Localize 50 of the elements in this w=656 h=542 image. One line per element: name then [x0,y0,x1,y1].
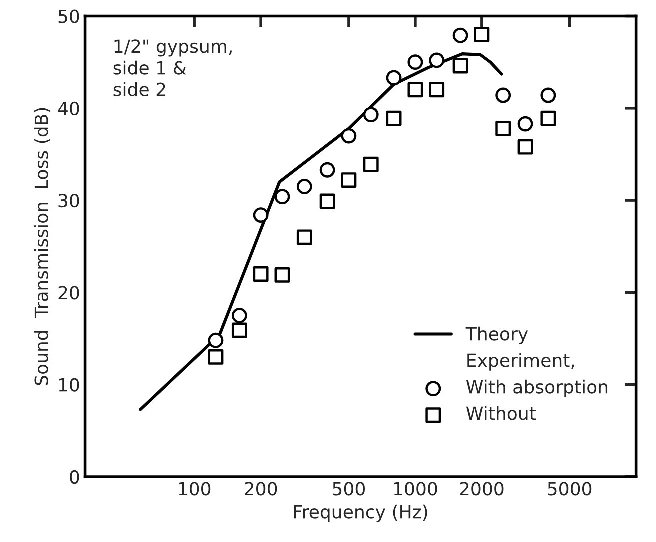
point [429,52,445,68]
point [518,139,534,155]
point [320,194,336,210]
x-tick-label: 100 [179,482,211,496]
y-tick-label: 10 [59,378,80,392]
point [253,266,269,282]
point [386,70,402,86]
point [341,128,357,144]
y-tick-label: 0 [70,470,80,484]
point [208,332,224,348]
legend-label: Theory [466,326,528,344]
y-axis-title: Sound Transmission Loss (dB) [34,108,51,386]
point [253,208,269,223]
x-tick-label: 500 [333,482,365,496]
point [320,162,336,178]
point [296,179,312,194]
legend-label: With absorption [466,380,608,398]
point [274,189,290,205]
point [408,82,424,98]
y-tick-label: 30 [58,194,80,208]
x-tick-label: 5000 [548,482,592,496]
annotation: Experiment, [468,353,574,371]
point [363,107,379,123]
point [429,82,445,98]
point [341,172,357,188]
point [452,28,468,44]
point [386,110,402,126]
point [474,26,490,42]
x-tick-label: 1000 [394,482,438,496]
point [408,54,424,70]
point [363,156,379,172]
point [296,230,312,246]
point [496,88,512,104]
x-axis-title: Frequency (Hz) [294,504,428,522]
legend-label: Without [466,406,536,420]
point [452,58,468,74]
point [232,322,248,338]
point [208,349,224,365]
x-tick-label: 2000 [460,482,504,496]
point [540,88,556,104]
annotation: 1/2" gypsum, side 1 & side 2 [114,40,232,96]
y-tick-label: 20 [58,286,80,300]
point [540,110,556,126]
x-tick-label: 200 [245,482,278,496]
point [518,116,534,132]
y-tick-label: 40 [58,102,80,116]
point [232,308,248,324]
y-tick-label: 50 [58,10,80,24]
point [496,120,512,136]
point [274,267,290,283]
